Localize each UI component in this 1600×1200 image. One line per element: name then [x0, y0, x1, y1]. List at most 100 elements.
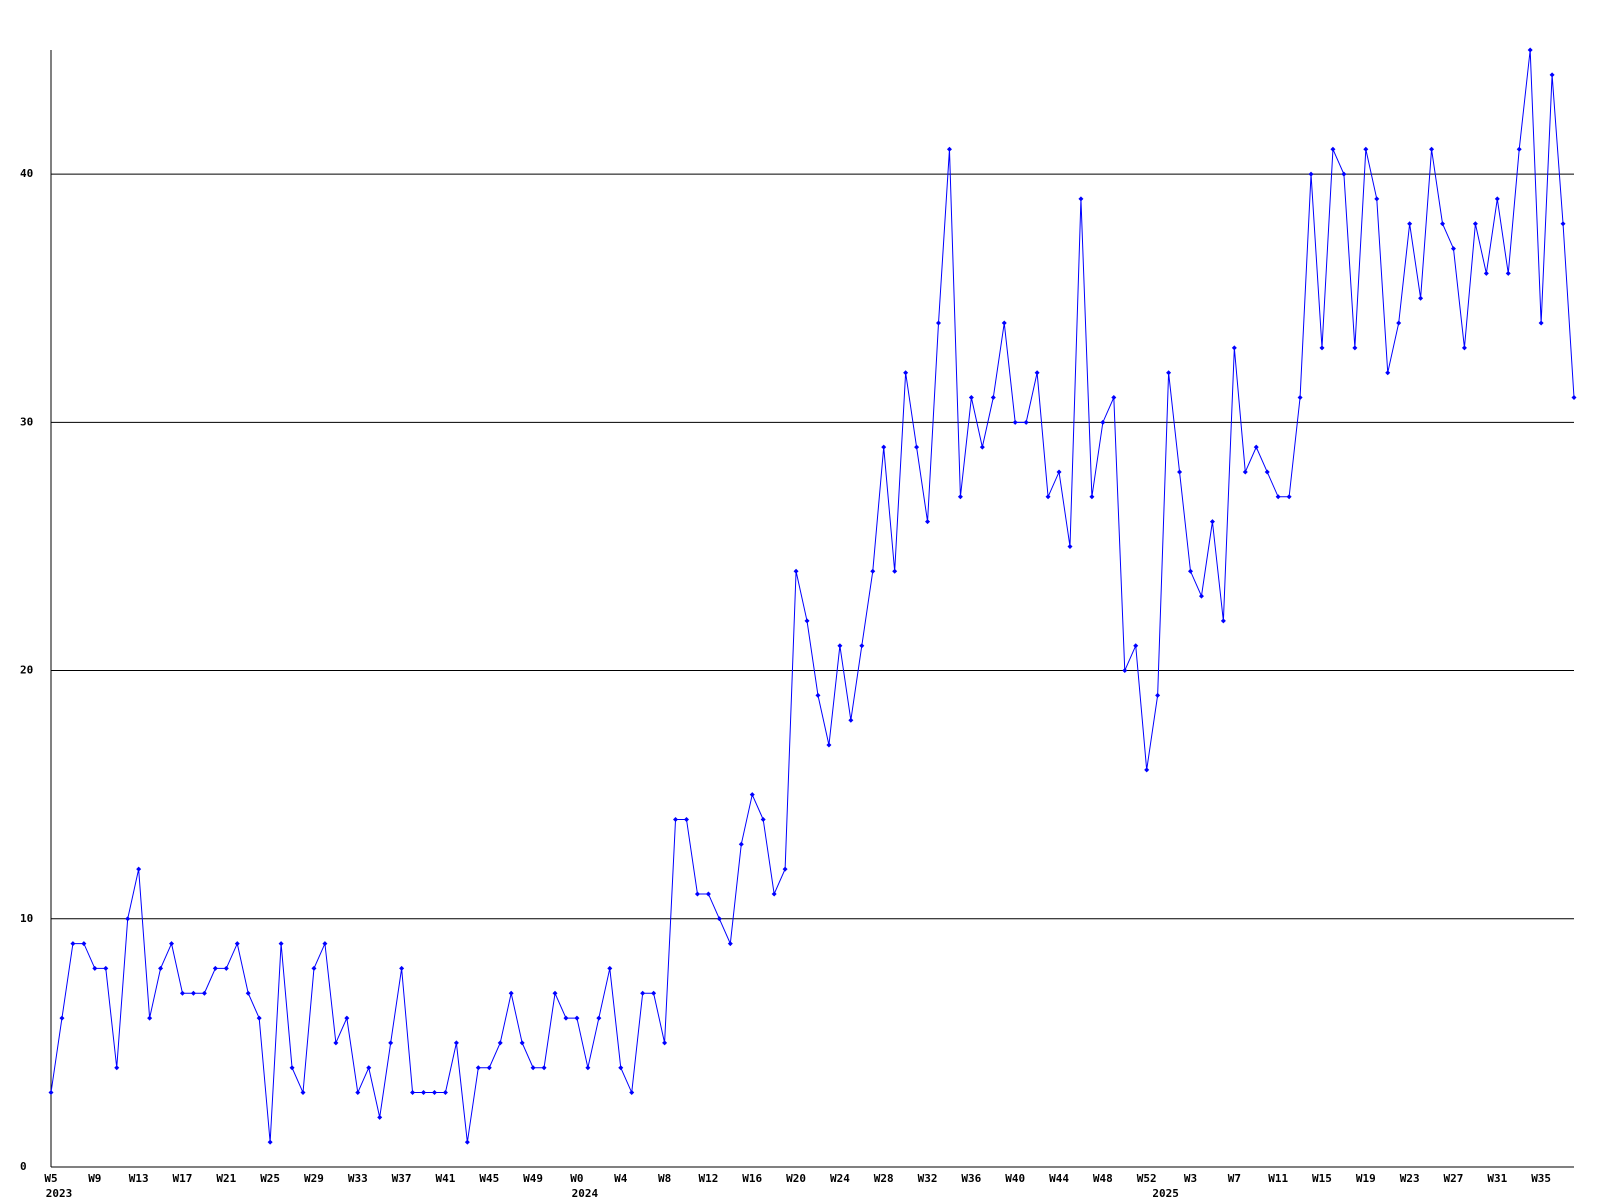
- point: [957, 494, 963, 500]
- point: [114, 1065, 120, 1071]
- point: [1516, 146, 1522, 152]
- point: [782, 866, 788, 872]
- point: [629, 1090, 635, 1096]
- point: [1089, 494, 1095, 500]
- point: [48, 1090, 54, 1096]
- point: [1319, 345, 1325, 351]
- point: [574, 1015, 580, 1021]
- point: [508, 990, 514, 996]
- point: [1461, 345, 1467, 351]
- point: [1056, 469, 1062, 475]
- point: [662, 1040, 668, 1046]
- y-tick-label: 30: [20, 415, 33, 428]
- point: [322, 941, 328, 947]
- point: [760, 816, 766, 822]
- y-tick-label: 0: [20, 1160, 27, 1173]
- point: [1198, 593, 1204, 599]
- y-tick-label: 40: [20, 167, 33, 180]
- point: [1385, 370, 1391, 376]
- point: [519, 1040, 525, 1046]
- point: [771, 891, 777, 897]
- x-tick-label: W15: [1312, 1172, 1332, 1185]
- point: [1067, 543, 1073, 549]
- point: [289, 1065, 295, 1071]
- point: [421, 1090, 427, 1096]
- y-tick-label: 10: [20, 912, 33, 925]
- point: [388, 1040, 394, 1046]
- point: [1440, 221, 1446, 227]
- point: [530, 1065, 536, 1071]
- point: [1352, 345, 1358, 351]
- point: [925, 519, 931, 525]
- point: [366, 1065, 372, 1071]
- point: [1242, 469, 1248, 475]
- point: [1297, 395, 1303, 401]
- point: [563, 1015, 569, 1021]
- point: [673, 816, 679, 822]
- x-tick-label: W8: [658, 1172, 671, 1185]
- x-tick-label: W21: [216, 1172, 236, 1185]
- point: [1045, 494, 1051, 500]
- point: [881, 444, 887, 450]
- point: [136, 866, 142, 872]
- point: [158, 965, 164, 971]
- point: [946, 146, 952, 152]
- point: [1418, 295, 1424, 301]
- point: [355, 1090, 361, 1096]
- point: [311, 965, 317, 971]
- point: [1209, 519, 1215, 525]
- point: [596, 1015, 602, 1021]
- point: [870, 568, 876, 574]
- point: [431, 1090, 437, 1096]
- x-tick-label: W41: [436, 1172, 456, 1185]
- point: [1527, 47, 1533, 53]
- point: [300, 1090, 306, 1096]
- point: [278, 941, 284, 947]
- point: [1012, 419, 1018, 425]
- point: [804, 618, 810, 624]
- point: [267, 1139, 273, 1145]
- x-tick-label: W25: [260, 1172, 280, 1185]
- point: [256, 1015, 262, 1021]
- point: [1396, 320, 1402, 326]
- x-tick-label: W35: [1531, 1172, 1551, 1185]
- point: [979, 444, 985, 450]
- point: [1188, 568, 1194, 574]
- x-tick-label: W9: [88, 1172, 101, 1185]
- point: [837, 643, 843, 649]
- point: [968, 395, 974, 401]
- point: [552, 990, 558, 996]
- point: [1253, 444, 1259, 450]
- point: [1363, 146, 1369, 152]
- year-label: 2024: [572, 1187, 599, 1200]
- x-tick-label: W23: [1400, 1172, 1420, 1185]
- year-label: 2025: [1152, 1187, 1179, 1200]
- point: [125, 916, 131, 922]
- point: [705, 891, 711, 897]
- point: [1549, 72, 1555, 78]
- point: [399, 965, 405, 971]
- x-tick-label: W49: [523, 1172, 543, 1185]
- point: [1023, 419, 1029, 425]
- point: [826, 742, 832, 748]
- x-tick-label: W19: [1356, 1172, 1376, 1185]
- point: [738, 841, 744, 847]
- point: [1122, 668, 1128, 674]
- point: [903, 370, 909, 376]
- point: [1111, 395, 1117, 401]
- point: [1308, 171, 1314, 177]
- year-label: 2023: [46, 1187, 73, 1200]
- point: [1483, 270, 1489, 276]
- x-tick-label: W20: [786, 1172, 806, 1185]
- point: [640, 990, 646, 996]
- point: [1034, 370, 1040, 376]
- x-tick-label: W31: [1487, 1172, 1507, 1185]
- point: [1177, 469, 1183, 475]
- x-tick-label: W45: [479, 1172, 499, 1185]
- line: [50, 49, 1575, 1143]
- point: [1538, 320, 1544, 326]
- x-tick-label: W0: [570, 1172, 583, 1185]
- point: [1560, 221, 1566, 227]
- point: [1220, 618, 1226, 624]
